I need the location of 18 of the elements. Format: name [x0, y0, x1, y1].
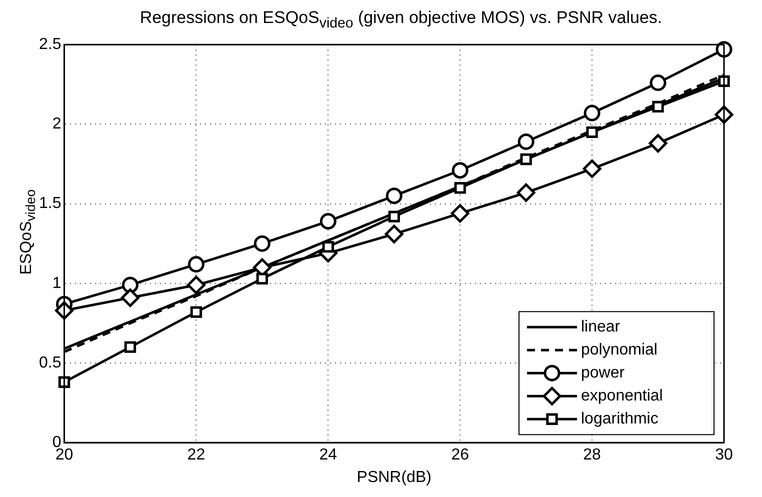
x-tick-label: 20: [55, 446, 74, 464]
chart-title: Regressions on ESQoS$_{video}$ (given objective MOS) vs. PSNR values.: [138, 8, 664, 32]
legend-label: polynomial: [581, 342, 658, 359]
y-tick-label: 1.5: [38, 195, 62, 212]
legend-label: logarithmic: [581, 410, 658, 428]
x-tick-label: 28: [583, 446, 602, 464]
x-axis-title: PSNR(dB): [356, 468, 432, 486]
y-tick-label: 2.5: [38, 36, 62, 54]
x-tick-label: 26: [451, 446, 470, 464]
legend-label: power: [581, 364, 626, 382]
y-tick-label: 2: [52, 116, 62, 133]
x-tick-label: 24: [319, 446, 338, 464]
legend-label: exponential: [581, 388, 663, 405]
legend-label: linear: [581, 318, 621, 336]
y-tick-label: 1: [52, 274, 62, 292]
x-tick-label: 30: [715, 446, 733, 464]
y-tick-label: 0.5: [38, 354, 62, 372]
x-tick-label: 22: [187, 446, 206, 464]
